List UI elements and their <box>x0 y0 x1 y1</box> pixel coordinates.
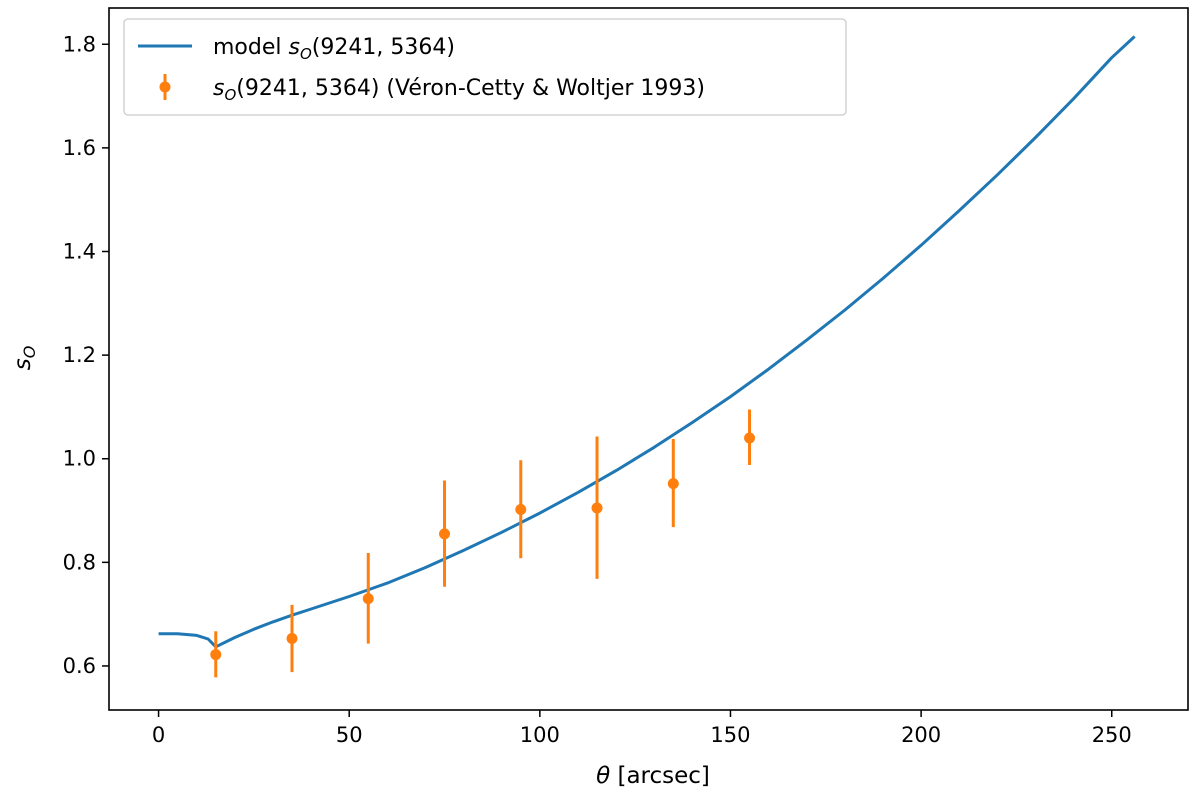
data-point-1 <box>286 633 298 645</box>
data-point-2 <box>362 593 374 605</box>
legend-data-subscript: O <box>224 86 236 104</box>
data-point-5 <box>591 502 603 514</box>
legend-model-subscript: O <box>300 45 312 63</box>
legend-point-marker <box>159 81 171 93</box>
x-tick-label-200: 200 <box>901 723 941 747</box>
legend-data-args: (9241, 5364) <box>236 76 379 101</box>
legend-model-symbol: s <box>289 35 300 60</box>
x-tick-label-0: 0 <box>152 723 165 747</box>
y-tick-label-0.6: 0.6 <box>63 654 96 678</box>
data-point-7 <box>744 432 756 444</box>
y-axis-label-subscript: O <box>20 346 39 359</box>
plot-layer <box>158 35 1136 678</box>
legend-box <box>123 18 847 116</box>
data-point-4 <box>515 504 527 516</box>
y-tick-label-0.8: 0.8 <box>63 550 96 574</box>
y-axis-label-symbol: s <box>10 358 36 370</box>
x-tick-label-250: 250 <box>1092 723 1132 747</box>
x-tick-label-150: 150 <box>710 723 750 747</box>
x-axis-label-symbol: θ <box>596 763 610 789</box>
y-axis-label: sO <box>10 346 39 371</box>
model-line <box>158 35 1136 649</box>
x-axis-label-unit: [arcsec] <box>610 763 710 789</box>
data-point-6 <box>667 478 679 490</box>
legend-entry-data: sO(9241, 5364) (Véron-Cetty & Woltjer 19… <box>213 76 705 104</box>
legend-entry-model: model sO(9241, 5364) <box>213 35 455 63</box>
y-tick-label-1.8: 1.8 <box>63 32 96 56</box>
data-point-0 <box>210 649 222 661</box>
legend-data-suffix: (Véron-Cetty & Woltjer 1993) <box>379 76 705 101</box>
legend-model-prefix: model <box>213 35 289 60</box>
legend-model-args: (9241, 5364) <box>312 35 455 60</box>
y-tick-label-1: 1.0 <box>63 447 96 471</box>
y-tick-label-1.4: 1.4 <box>63 239 96 263</box>
x-tick-label-100: 100 <box>520 723 560 747</box>
x-axis-label: θ [arcsec] <box>596 763 710 789</box>
y-tick-label-1.2: 1.2 <box>63 343 96 367</box>
plot-frame <box>108 7 1189 711</box>
legend-data-symbol: s <box>213 76 224 101</box>
y-tick-label-1.6: 1.6 <box>63 136 96 160</box>
legend: model sO(9241, 5364) sO(9241, 5364) (Vér… <box>123 18 847 116</box>
x-tick-label-50: 50 <box>336 723 363 747</box>
ticks-layer: 0 50 100 150 200 250 0.6 0.8 1.0 1.2 1.4 1.6 1.8 <box>63 32 1132 747</box>
data-point-3 <box>439 528 451 540</box>
